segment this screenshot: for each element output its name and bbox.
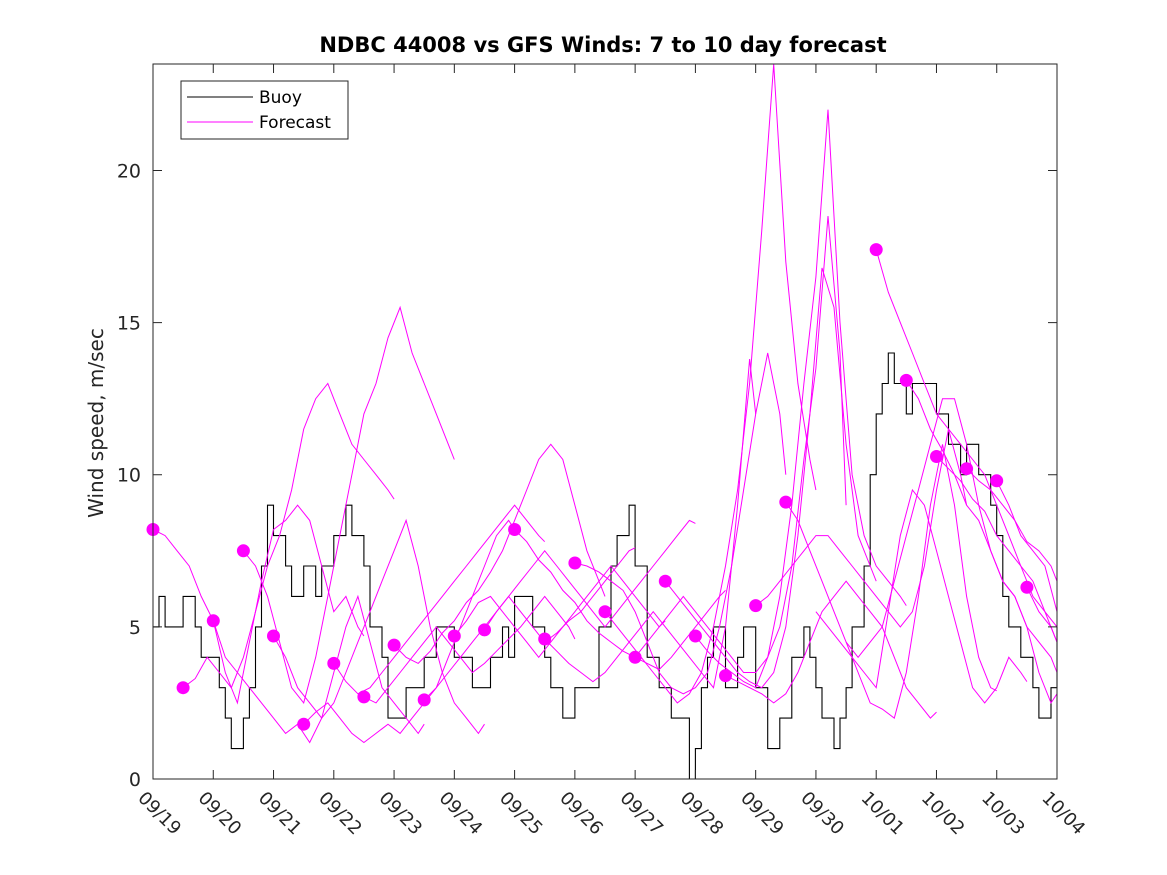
x-tick-label: 10/01 <box>857 788 909 840</box>
forecast-start-marker <box>960 462 974 476</box>
forecast-start-marker <box>930 450 943 463</box>
series-forecast-line-21 <box>755 428 968 628</box>
series-forecast-line-10 <box>423 547 636 701</box>
forecast-start-marker <box>387 638 401 652</box>
series-forecast-line-7 <box>333 504 546 695</box>
forecast-start-marker <box>478 623 491 637</box>
y-tick-label: 10 <box>117 465 141 487</box>
forecast-start-marker <box>236 544 250 558</box>
forecast-start-marker <box>417 693 431 707</box>
series-forecast-line-22 <box>785 444 997 719</box>
series-forecast-line-23 <box>815 488 1028 704</box>
chart-title: NDBC 44008 vs GFS Winds: 7 to 10 day for… <box>319 33 886 57</box>
forecast-start-marker <box>267 629 280 643</box>
legend-forecast-label: Forecast <box>259 113 331 133</box>
y-tick-label: 0 <box>129 769 141 791</box>
forecast-start-marker <box>508 523 522 536</box>
legend-buoy-label: Buoy <box>259 88 302 108</box>
forecast-start-marker <box>568 556 582 570</box>
series-forecast-line-6 <box>303 519 516 744</box>
x-tick-label: 09/27 <box>616 788 668 840</box>
x-tick-label: 09/20 <box>194 788 246 840</box>
series-forecast-line-26 <box>905 380 1058 673</box>
marker-layer <box>146 243 1034 731</box>
series-forecast-line-30 <box>1026 587 1058 643</box>
series-forecast-line-17 <box>634 216 847 673</box>
x-tick-label: 09/30 <box>796 788 848 840</box>
forecast-start-marker <box>688 629 702 643</box>
y-axis-label: Wind speed, m/sec <box>84 328 108 518</box>
forecast-start-marker <box>990 474 1004 488</box>
forecast-start-marker <box>658 574 672 588</box>
forecast-start-marker <box>899 373 913 387</box>
forecast-start-marker <box>749 599 763 613</box>
y-tick-label: 20 <box>117 160 141 182</box>
series-forecast-line-19 <box>695 109 907 689</box>
forecast-start-marker <box>176 681 190 695</box>
series-forecast-line-27 <box>936 456 1058 643</box>
x-tick-label: 10/03 <box>977 788 1029 840</box>
series-forecast-line-8 <box>363 595 576 704</box>
x-tick-label: 09/26 <box>555 788 607 840</box>
series-forecast-line-12 <box>484 519 696 631</box>
forecast-start-marker <box>628 650 642 664</box>
plot-area <box>153 64 1057 779</box>
series-buoy-line <box>153 352 1058 780</box>
x-tick-label: 09/25 <box>495 788 547 840</box>
x-tick-label: 09/24 <box>435 788 487 840</box>
y-tick-label: 5 <box>129 617 141 639</box>
x-tick-label: 09/29 <box>736 788 788 840</box>
legend-box <box>180 80 349 140</box>
x-tick-label: 09/23 <box>375 788 427 840</box>
series-forecast-line-2 <box>182 382 395 689</box>
x-tick-label: 09/28 <box>676 788 728 840</box>
series-forecast-line-15 <box>574 352 787 695</box>
series-forecast-line-5 <box>273 518 485 735</box>
x-tick-label: 09/22 <box>314 788 366 840</box>
series-forecast-line-18 <box>664 267 877 689</box>
forecast-start-marker <box>357 690 371 704</box>
series-forecast-line-29 <box>996 480 1058 612</box>
series-forecast-line-20 <box>725 580 937 719</box>
forecast-start-marker <box>598 605 612 619</box>
forecast-start-marker <box>538 632 552 646</box>
legend: Buoy Forecast <box>180 80 349 140</box>
series-forecast-line-4 <box>243 305 455 704</box>
forecast-start-marker <box>869 243 883 257</box>
x-tick-label: 09/21 <box>254 788 306 840</box>
forecast-start-marker <box>206 614 220 628</box>
forecast-start-marker <box>779 495 793 509</box>
forecast-start-marker <box>327 656 341 670</box>
y-tick-label: 15 <box>117 313 141 335</box>
plot-frame <box>152 63 1058 780</box>
x-tick-label: 09/19 <box>133 788 185 840</box>
series-forecast-line-13 <box>514 529 726 671</box>
x-tick-label: 10/04 <box>1037 788 1089 840</box>
forecast-start-marker <box>297 717 311 731</box>
series-forecast-line-11 <box>453 565 666 659</box>
series-forecast-line-14 <box>544 359 757 689</box>
forecast-start-marker <box>447 629 461 643</box>
forecast-start-marker <box>1020 580 1034 594</box>
forecast-start-marker <box>719 669 732 683</box>
x-tick-label: 10/02 <box>917 788 969 840</box>
series-forecast-line-9 <box>393 443 606 665</box>
